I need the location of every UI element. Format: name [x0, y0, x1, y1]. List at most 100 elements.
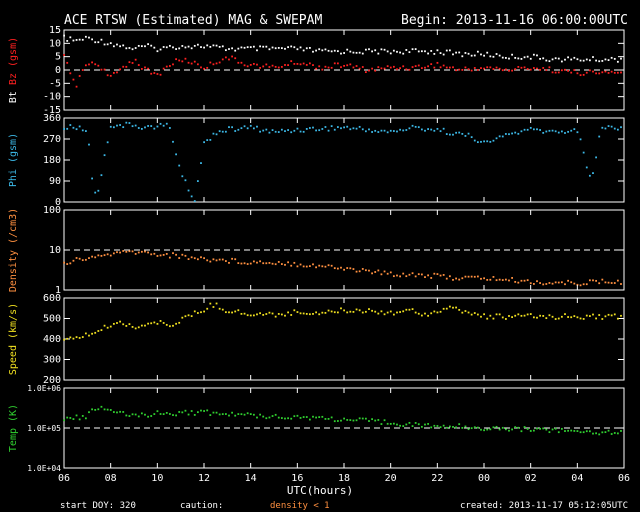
data-point-density [610, 282, 613, 284]
data-point-temp [296, 414, 299, 417]
data-point-bz [84, 64, 87, 67]
data-point-bz [592, 70, 594, 73]
data-point-speed [293, 309, 296, 312]
data-point-density [551, 282, 554, 285]
data-point-temp [274, 413, 277, 416]
data-point-phi [529, 126, 532, 129]
data-point-temp [91, 408, 93, 411]
data-point-speed [103, 324, 106, 327]
panel-temp: 1.0E+04 1.0E+05 1.0E+06 Temp (K) [8, 384, 625, 473]
data-point-temp [557, 431, 560, 434]
data-point-temp [613, 432, 616, 434]
data-point-phi [448, 133, 451, 136]
data-point-bt [392, 49, 395, 52]
data-point-bz [579, 74, 582, 77]
data-point-bz [436, 61, 439, 64]
y-axis-label-part-density: (/cm3) [8, 208, 19, 250]
data-point-phi [324, 126, 327, 128]
data-point-speed [162, 322, 165, 324]
data-point-phi [299, 130, 302, 133]
data-point-phi [473, 139, 476, 142]
data-point-bt [620, 57, 622, 60]
data-point-density [427, 274, 429, 277]
data-point-speed [417, 312, 420, 315]
data-point-density [386, 272, 389, 275]
x-axis-group: 06 08 10 12 14 16 18 20 22 00 02 04 06 [58, 30, 630, 484]
data-point-bz [570, 71, 573, 74]
data-point-density [467, 275, 470, 278]
data-point-temp [567, 429, 569, 432]
data-point-bz [172, 63, 174, 66]
data-point-bz [284, 64, 286, 66]
data-point-phi [539, 129, 541, 131]
data-point-speed [461, 311, 464, 314]
y-axis-label-mag: Bt Bz (gsm) [8, 37, 19, 103]
data-point-density [268, 262, 271, 264]
data-point-bz [100, 68, 103, 71]
data-point-speed [333, 311, 336, 314]
data-point-temp [246, 412, 249, 415]
data-point-density [439, 274, 442, 277]
data-point-bt [476, 50, 479, 53]
data-point-bt [296, 48, 299, 51]
data-point-phi [498, 135, 501, 138]
data-point-speed [483, 313, 485, 316]
x-tick-label: 14 [245, 473, 257, 484]
y-axis-label-part-mag: (gsm) [8, 37, 19, 73]
data-point-density [567, 279, 569, 282]
data-point-bt [424, 50, 426, 53]
data-point-density [131, 250, 134, 253]
data-point-temp [616, 432, 619, 435]
data-point-density [112, 252, 115, 255]
data-point-temp [548, 431, 551, 434]
data-point-bt [172, 46, 174, 49]
data-point-speed [203, 310, 205, 313]
data-point-bz [218, 61, 221, 64]
data-point-phi [168, 127, 171, 129]
data-point-density [361, 268, 364, 270]
data-point-temp [498, 428, 501, 431]
data-point-density [424, 276, 426, 279]
y-axis-label-part-speed: Speed [8, 345, 19, 375]
data-point-phi [408, 127, 411, 130]
data-point-bt [408, 51, 411, 54]
data-point-bz [396, 68, 398, 71]
data-point-density [585, 283, 588, 286]
data-point-speed [495, 313, 498, 316]
data-point-bz [557, 71, 560, 74]
data-point-bz [560, 69, 563, 72]
data-point-bz [293, 63, 296, 65]
y-tick-label-phi: 360 [43, 113, 61, 124]
y-axis-label-part-temp: Temp [8, 428, 19, 452]
series-group-mag [63, 34, 622, 88]
data-point-phi [78, 125, 81, 128]
data-point-temp [427, 423, 429, 425]
data-point-temp [526, 428, 529, 430]
data-point-bz [588, 69, 591, 72]
data-point-density [262, 262, 265, 265]
data-point-phi [389, 129, 392, 132]
data-point-temp [228, 414, 230, 417]
data-point-bt [504, 57, 507, 59]
data-point-temp [84, 417, 87, 420]
data-point-temp [579, 431, 582, 434]
data-point-speed [277, 313, 280, 315]
data-point-bz [63, 54, 65, 56]
data-point-bz [187, 61, 190, 64]
data-point-temp [308, 418, 311, 421]
data-point-density [103, 254, 106, 257]
data-point-phi [592, 172, 594, 175]
data-point-bt [308, 47, 311, 49]
data-point-temp [112, 411, 115, 413]
data-point-density [312, 263, 314, 266]
data-point-temp [312, 415, 314, 418]
x-tick-label: 12 [198, 473, 210, 484]
data-point-phi [551, 129, 554, 132]
data-point-density [327, 264, 330, 267]
data-point-speed [125, 325, 128, 327]
data-point-phi [470, 136, 473, 139]
data-point-bz [165, 65, 168, 68]
data-point-speed [349, 310, 352, 313]
data-point-speed [570, 316, 573, 319]
data-point-speed [458, 308, 461, 311]
